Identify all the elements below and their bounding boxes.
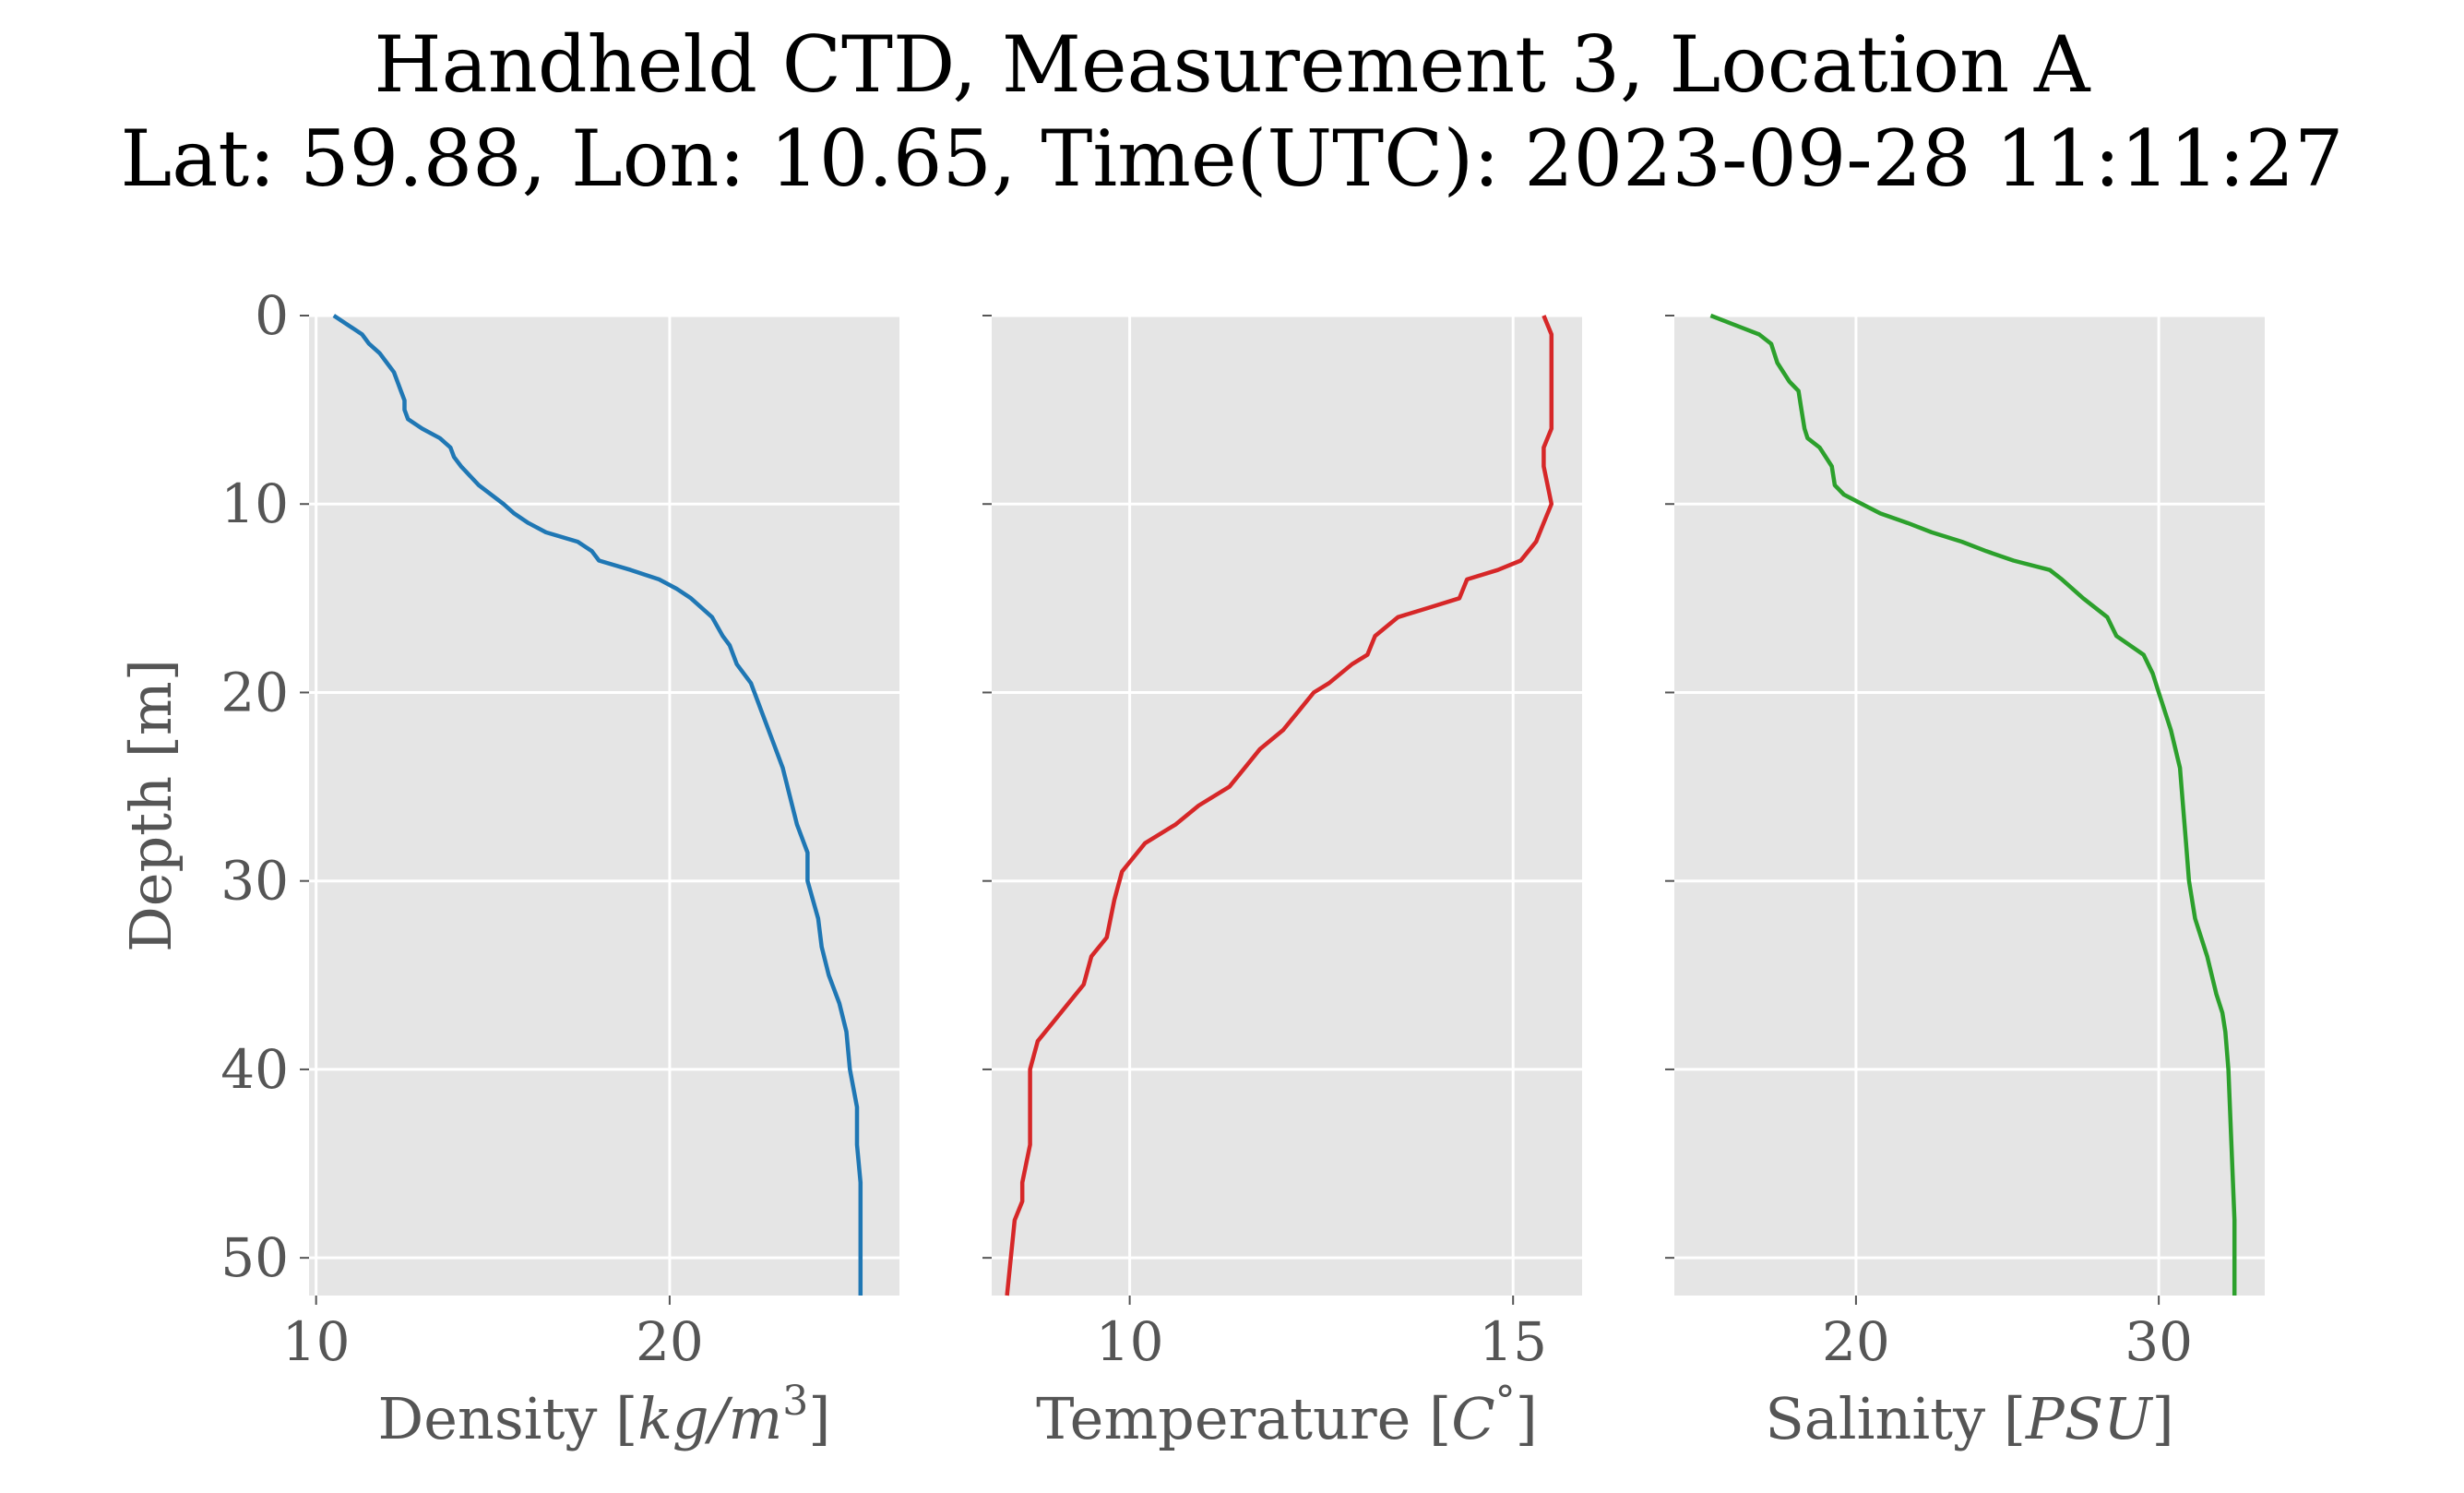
x-axis-label: Temperature [C°] bbox=[1036, 1378, 1538, 1452]
y-tick-label: 0 bbox=[255, 284, 289, 347]
y-tick-label: 50 bbox=[220, 1226, 289, 1289]
x-tick-label: 15 bbox=[1479, 1310, 1547, 1373]
chart-title-line-2: Lat: 59.88, Lon: 10.65, Time(UTC): 2023-… bbox=[120, 113, 2344, 204]
plot-background bbox=[309, 316, 899, 1296]
y-tick-label: 20 bbox=[220, 661, 289, 723]
x-tick-label: 10 bbox=[1096, 1310, 1164, 1373]
x-tick-label: 20 bbox=[1822, 1310, 1890, 1373]
temperature-series-line bbox=[1005, 315, 1554, 1296]
x-tick-label: 30 bbox=[2125, 1310, 2193, 1373]
x-axis-label: Density [kg/m3] bbox=[378, 1378, 831, 1452]
x-tick-label: 20 bbox=[636, 1310, 704, 1373]
x-tick-label: 10 bbox=[282, 1310, 351, 1373]
density-panel: 10 20 0 10 20 30 40 50 Density [kg/m3] Depth [m] bbox=[117, 284, 899, 1452]
salinity-panel: 20 30 Salinity [PSU] bbox=[1665, 313, 2265, 1452]
plot-background bbox=[1674, 316, 2265, 1296]
x-axis-label: Salinity [PSU] bbox=[1765, 1385, 2173, 1452]
density-series-line bbox=[332, 314, 863, 1296]
plot-background bbox=[992, 316, 1582, 1296]
salinity-series-line bbox=[1709, 313, 2237, 1296]
y-tick-label: 40 bbox=[220, 1038, 289, 1101]
y-tick-label: 10 bbox=[220, 472, 289, 535]
y-axis-label: Depth [m] bbox=[117, 659, 185, 952]
chart-title-line-1: Handheld CTD, Measurement 3, Location A bbox=[374, 19, 2090, 110]
y-tick-label: 30 bbox=[220, 850, 289, 913]
